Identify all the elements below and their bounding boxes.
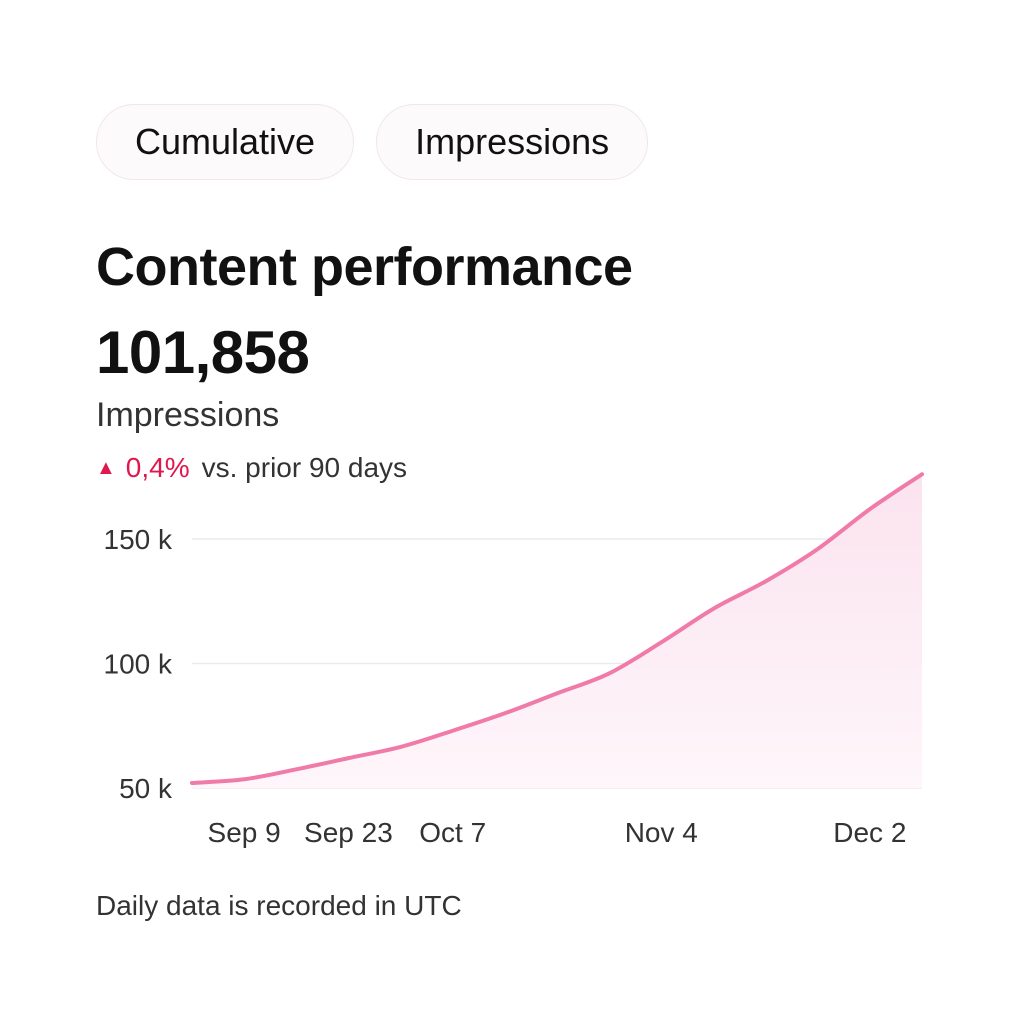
cumulative-toggle[interactable]: Cumulative — [96, 104, 355, 180]
change-text: vs. prior 90 days — [201, 452, 408, 483]
page-title: Content performance — [96, 237, 633, 297]
y-tick-label: 150 k — [104, 524, 173, 555]
y-tick-label: 100 k — [104, 649, 173, 680]
footnote: Daily data is recorded in UTC — [96, 890, 462, 921]
y-tick-label: 50 k — [119, 773, 173, 804]
x-tick-label: Sep 23 — [304, 817, 393, 848]
x-tick-label: Sep 9 — [208, 817, 281, 848]
area-fill — [192, 474, 922, 788]
toggle-group: Cumulative Impressions — [96, 104, 649, 180]
change-percent: 0,4% — [125, 452, 190, 483]
change-indicator: ▲ 0,4% vs. prior 90 days — [96, 452, 407, 484]
series-line — [190, 472, 924, 786]
impressions-toggle[interactable]: Impressions — [376, 104, 649, 180]
x-tick-label: Nov 4 — [625, 817, 698, 848]
x-tick-label: Oct 7 — [419, 817, 486, 848]
x-tick-label: Dec 2 — [833, 817, 906, 848]
metric-label: Impressions — [96, 396, 280, 434]
up-triangle-icon: ▲ — [96, 456, 116, 479]
total-value: 101,858 — [96, 319, 310, 386]
